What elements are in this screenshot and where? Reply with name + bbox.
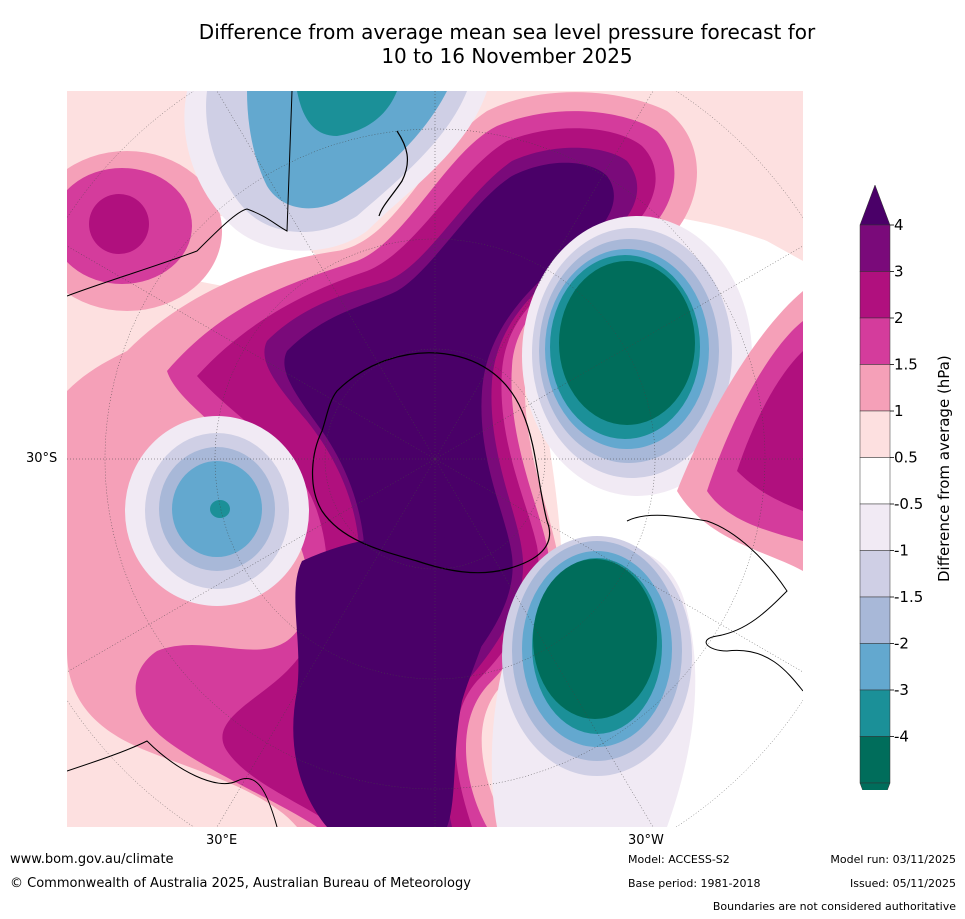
- colorbar-ticks: 4 3 2 1.5 1 0.5 -0.5 -1 -1.5 -2 -3 -4: [890, 216, 923, 746]
- colorbar-swatch-neutral: [859, 457, 891, 505]
- colorbar-tick-label: -4: [894, 728, 909, 746]
- lat-label-30s: 30°S: [26, 451, 58, 466]
- colorbar-tick-label: -0.5: [894, 495, 923, 513]
- positive-anomaly-nw-core: [89, 194, 149, 254]
- south-america-coastline: [626, 514, 803, 692]
- colorbar-tick-label: 1.5: [894, 356, 918, 374]
- graticule: [67, 91, 803, 827]
- negative-anomaly-east-lower-4: [533, 559, 657, 719]
- colorbar-swatch-pos_1: [859, 364, 891, 412]
- colorbar-swatch-pos_0_5: [859, 410, 891, 458]
- colorbar-tick-label: 1: [894, 402, 904, 420]
- colorbar-swatch-neg_4: [859, 736, 891, 784]
- footer-copyright: © Commonwealth of Australia 2025, Austra…: [10, 876, 471, 891]
- colorbar-swatch-neg_3: [859, 689, 891, 737]
- title-line-1: Difference from average mean sea level p…: [198, 20, 816, 44]
- negative-anomaly-north-3: [297, 91, 397, 136]
- colorbar-swatch-neg_0_5: [859, 503, 891, 551]
- positive-anomaly-east-2: [737, 351, 803, 511]
- footer-disclaimer: Boundaries are not considered authoritat…: [712, 900, 956, 913]
- lon-label-30e: 30°E: [206, 833, 238, 848]
- colorbar-swatch-neg_1: [859, 550, 891, 598]
- negative-anomaly-east-upper-4: [559, 261, 695, 425]
- footer-issued: Issued: 05/11/2025: [849, 877, 956, 890]
- lon-label-30w: 30°W: [628, 833, 664, 848]
- colorbar-tick-label: 0.5: [894, 449, 918, 467]
- colorbar-swatch-neg_1_5: [859, 596, 891, 644]
- colorbar-tick-label: -2: [894, 635, 909, 653]
- title-line-2: 10 to 16 November 2025: [381, 44, 633, 68]
- new-zealand-coastline: [378, 130, 409, 217]
- colorbar-swatch-pos_3: [859, 224, 891, 272]
- positive-anomaly-lower-core: [293, 534, 494, 827]
- africa-coastline: [67, 740, 278, 827]
- footer-website[interactable]: www.bom.gov.au/climate: [10, 852, 174, 867]
- colorbar-extend-bottom: [859, 782, 891, 790]
- colorbar-tick-label: -1: [894, 542, 909, 560]
- footer-model-run: Model run: 03/11/2025: [830, 853, 956, 866]
- colorbar-tick-label: 4: [894, 216, 904, 234]
- colorbar: 4 3 2 1.5 1 0.5 -0.5 -1 -1.5 -2 -3 -4: [859, 184, 923, 790]
- colorbar-tick-label: -3: [894, 681, 909, 699]
- footer-base-period: Base period: 1981-2018: [628, 877, 761, 890]
- footer-model: Model: ACCESS-S2: [628, 853, 730, 866]
- colorbar-swatch-neg_2: [859, 643, 891, 691]
- negative-anomaly-north-2: [247, 91, 447, 209]
- colorbar-tick-label: -1.5: [894, 588, 923, 606]
- colorbar-title: Difference from average (hPa): [935, 355, 953, 582]
- colorbar-tick-label: 2: [894, 309, 904, 327]
- colorbar-tick-label: 3: [894, 263, 904, 281]
- antarctica-coastline: [312, 352, 551, 574]
- colorbar-swatches: [859, 184, 891, 790]
- map-title: Difference from average mean sea level p…: [0, 20, 965, 68]
- negative-anomaly-west-3: [210, 500, 230, 518]
- colorbar-swatch-pos_2: [859, 271, 891, 319]
- pressure-anomaly-map: [67, 91, 803, 827]
- colorbar-swatch-pos_1_5: [859, 317, 891, 365]
- colorbar-extend-top: [859, 184, 891, 226]
